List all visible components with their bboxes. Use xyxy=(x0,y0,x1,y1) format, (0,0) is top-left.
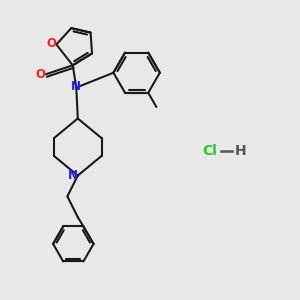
Text: Cl: Cl xyxy=(202,145,217,158)
Text: N: N xyxy=(71,80,81,94)
Text: O: O xyxy=(46,38,56,50)
Text: H: H xyxy=(235,145,247,158)
Text: N: N xyxy=(68,169,77,182)
Text: O: O xyxy=(36,68,46,81)
